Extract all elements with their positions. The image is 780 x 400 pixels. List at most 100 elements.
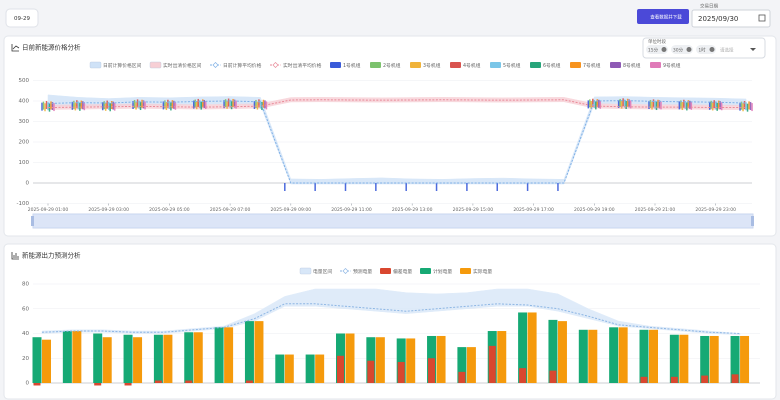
unit-bar [41,102,43,111]
unit-bar [284,183,286,191]
unit-bar [256,101,259,110]
legend-label: 3号机组 [423,62,441,69]
y-tick-label: 100 [19,160,30,166]
bar [185,380,193,383]
bar [33,383,41,386]
date-tab[interactable] [5,8,39,28]
bar [32,337,42,383]
bar [102,337,112,383]
date-tab-label: 09-29 [14,16,30,22]
bar [284,354,294,383]
bar [549,370,557,383]
unit-bar [496,183,498,191]
action-button[interactable] [637,9,689,24]
calendar-icon [758,14,766,22]
unit-bar [655,102,658,111]
unit-bar [592,98,594,107]
unit-bar [717,100,720,109]
date-input[interactable] [691,9,771,28]
unit-bar [617,99,620,108]
unit-bar [77,101,80,110]
unit-bar [435,183,438,191]
unit-bar [742,103,744,112]
unit-bar [44,103,46,112]
zoom-handle[interactable] [31,216,34,226]
unit-bar [193,100,195,109]
unit-bar [652,99,655,108]
bar [740,335,750,383]
unit-bar [599,100,602,109]
chip-close[interactable] [686,47,692,52]
unit-bar [229,99,231,108]
unit-bar [112,101,114,110]
unit-bar [749,102,752,111]
legend-symbol [650,62,661,68]
unit-bar [405,183,407,191]
chip[interactable] [671,45,693,54]
y-tick-label: 60 [22,306,29,312]
unit-bar [144,101,146,110]
bar [375,337,385,383]
bar [254,321,264,383]
unit-bar [171,100,174,109]
zoom-handle[interactable] [751,216,754,226]
unit-bar [223,100,225,109]
avg-line [41,303,741,334]
y-tick-label: 40 [22,331,29,337]
bar [436,335,446,383]
y-tick-label: 300 [19,119,30,125]
unit-bar [596,99,599,108]
unit-bar [133,99,136,108]
bar [609,327,619,383]
legend-symbol [212,62,219,68]
chip-close[interactable] [709,47,715,52]
legend-label: 2号机组 [383,62,401,69]
legend-symbol [370,62,381,68]
legend-label: 电量区间 [313,268,332,275]
zoom-window[interactable] [33,214,753,228]
unit-bar [101,102,104,111]
chart-title: 新能源出力预测分析 [22,251,81,260]
unit-bar [678,101,681,110]
unit-bar [167,99,169,108]
unit-bar [748,101,750,110]
date-label: 交易日期 [700,3,718,10]
bar [245,380,253,383]
unit-bar [71,101,74,110]
legend-symbol [272,62,279,68]
legend-label: 1号机组 [343,62,361,69]
unit-bar [106,100,108,109]
unit-bar [595,101,597,110]
chip[interactable] [646,45,668,54]
legend-label: 7号机组 [583,62,601,69]
bar [367,360,375,383]
bar [457,347,467,383]
bar [123,334,133,383]
bar [315,354,325,383]
legend-label: 实际电量 [473,268,492,275]
unit-bar [200,101,202,110]
unit-bar [136,99,139,108]
bar [163,334,173,383]
unit-bar [657,99,659,108]
bar [588,329,598,383]
unit-bar [230,101,233,110]
legend-symbol [450,62,461,68]
unit-bar [625,101,627,109]
chip-close[interactable] [661,47,667,52]
bar [640,376,648,383]
unit-bar [162,101,165,110]
x-tick-label: 2025-09-29 13:00 [392,207,433,213]
bar [639,329,649,383]
unit-bar [197,98,199,107]
unit-bar [103,101,105,110]
bar [94,383,102,386]
legend-symbol [530,62,541,68]
legend-symbol [420,268,431,274]
unit-bar [743,101,746,109]
legend-symbol [410,62,421,68]
legend-label: 5号机组 [503,62,521,69]
bar [275,354,285,383]
legend-label: 日前计算平均价格 [223,62,262,69]
